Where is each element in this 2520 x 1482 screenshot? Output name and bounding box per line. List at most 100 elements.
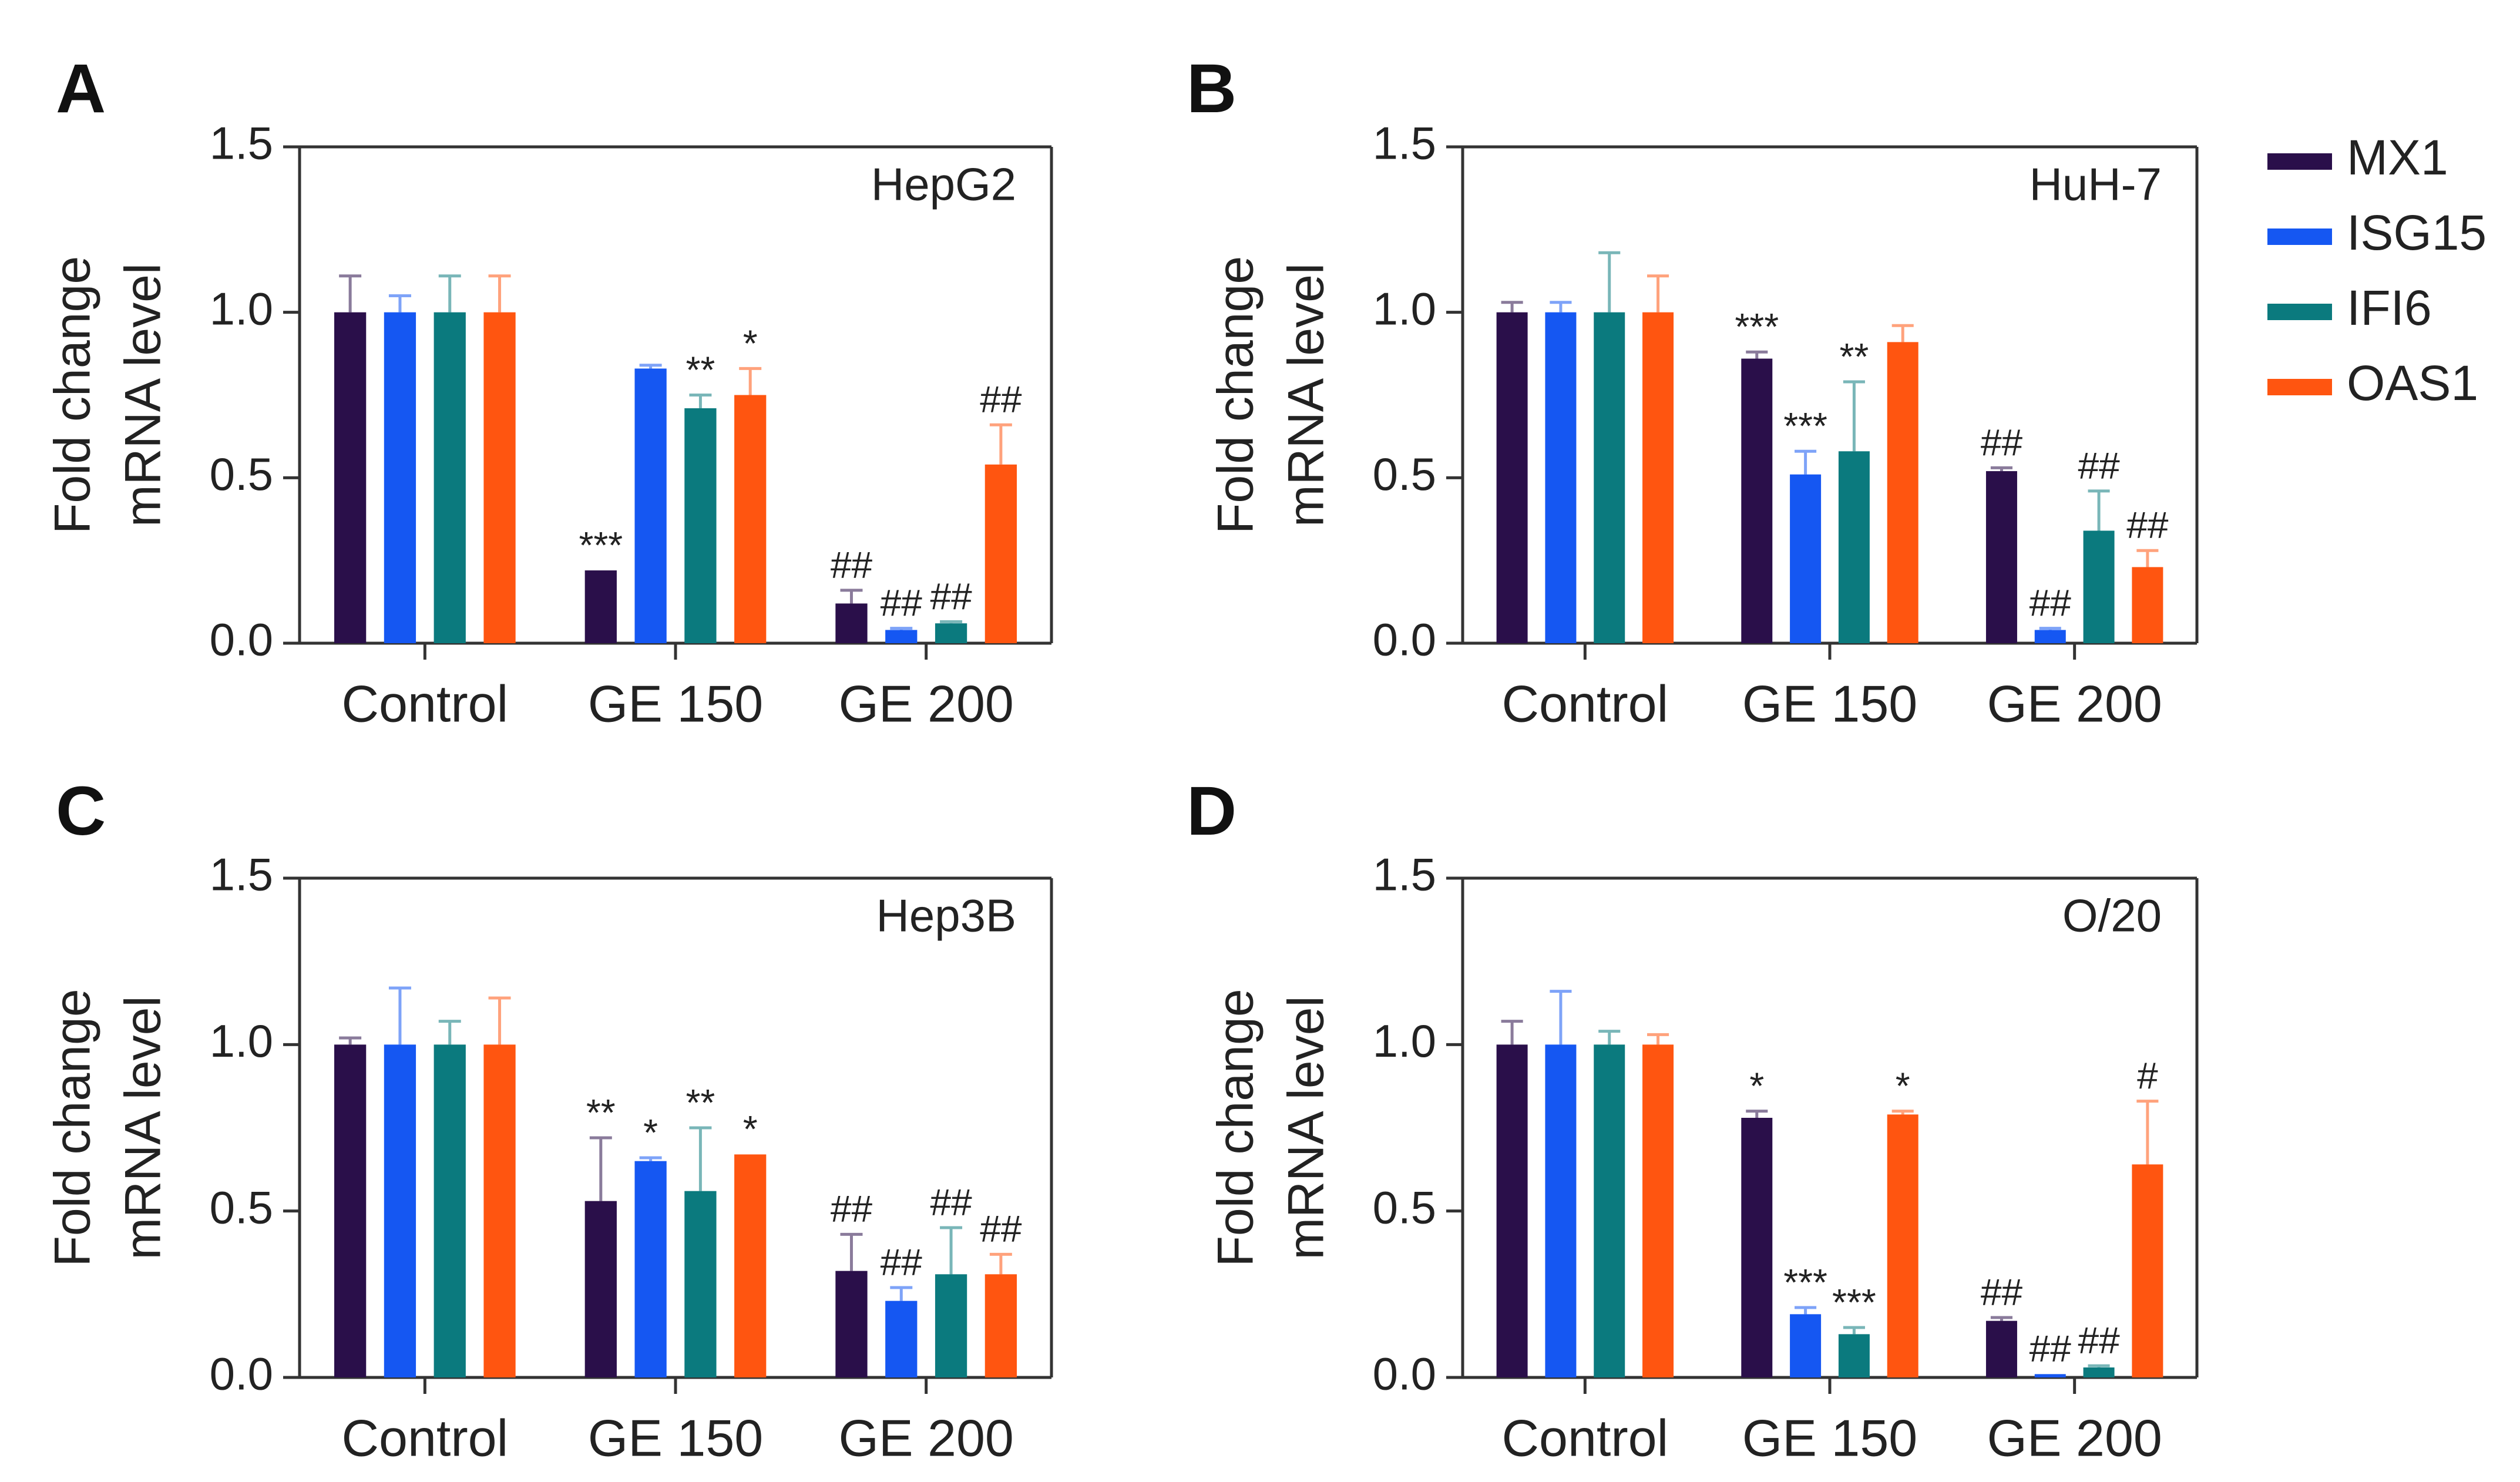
significance-label: ** <box>586 1091 616 1134</box>
bar-mx1-ge-200 <box>835 1271 868 1377</box>
x-category-label: GE 200 <box>838 674 1013 732</box>
significance-label: ## <box>1981 1271 2023 1313</box>
bar-ifi6-ge-200 <box>2083 530 2115 643</box>
panel-letter: C <box>56 772 106 850</box>
significance-label: ## <box>2078 1319 2120 1362</box>
x-category-label: Control <box>341 674 508 732</box>
legend: MX1 ISG15 IFI6 OAS1 <box>2267 130 2487 411</box>
bar-mx1-ge-200 <box>1985 1320 2017 1377</box>
bar-mx1-ge-200 <box>835 603 868 643</box>
y-tick-label: 1.5 <box>210 849 273 900</box>
x-category-label: GE 200 <box>1987 1409 2162 1467</box>
panel-d: D 0.0 0.5 1.0 1.5 Fold change mRNA level O/20 Co… <box>1187 772 2199 1467</box>
significance-label: ## <box>831 1188 873 1230</box>
bar-mx1-ge-150 <box>1741 358 1773 643</box>
bar-mx1-ge-150 <box>584 1201 617 1377</box>
bar-ifi6-control <box>1594 1044 1625 1377</box>
bar-mx1-control <box>1496 1044 1528 1377</box>
bar-isg15-control <box>1545 1044 1577 1377</box>
y-tick-label: 0.5 <box>1373 1181 1436 1233</box>
significance-label: ## <box>881 1241 923 1283</box>
significance-label: ** <box>686 1081 715 1124</box>
x-category-label: GE 150 <box>588 674 763 732</box>
significance-label: * <box>743 1108 758 1150</box>
bar-ifi6-ge-200 <box>935 623 967 643</box>
x-category-label: Control <box>1501 1409 1668 1467</box>
y-tick-label: 0.0 <box>1373 614 1436 666</box>
bar-oas1-control <box>1642 312 1674 643</box>
y-tick-label: 0.5 <box>1373 448 1436 500</box>
significance-label: *** <box>1832 1281 1876 1323</box>
y-tick-label: 0.5 <box>210 448 273 500</box>
bar-oas1-ge-150 <box>734 1154 767 1377</box>
x-category-label: GE 150 <box>588 1409 763 1467</box>
bar-ifi6-ge-150 <box>1838 1334 1870 1377</box>
y-tick-label: 0.0 <box>210 614 273 666</box>
legend-swatch-ifi6 <box>2267 304 2332 320</box>
y-axis-label: mRNA level <box>1278 263 1335 527</box>
bar-mx1-ge-200 <box>1985 471 2017 643</box>
significance-label: ** <box>686 348 715 391</box>
cell-line-label: HuH-7 <box>2030 159 2162 210</box>
bar-ifi6-ge-150 <box>1838 451 1870 643</box>
bar-oas1-ge-200 <box>2132 1164 2163 1377</box>
y-tick-label: 1.5 <box>210 117 273 169</box>
bar-oas1-control <box>483 312 516 643</box>
cell-line-label: Hep3B <box>876 890 1017 942</box>
x-category-label: GE 200 <box>838 1409 1013 1467</box>
legend-label-oas1: OAS1 <box>2347 355 2478 411</box>
legend-label-ifi6: IFI6 <box>2347 280 2432 335</box>
y-tick-label: 0.0 <box>1373 1348 1436 1400</box>
bar-oas1-ge-150 <box>1887 1114 1918 1377</box>
significance-label: ## <box>1981 421 2023 463</box>
x-category-label: GE 200 <box>1987 674 2162 732</box>
bar-ifi6-ge-150 <box>684 1191 717 1377</box>
significance-label: *** <box>579 524 623 566</box>
significance-label: *** <box>1735 305 1779 348</box>
bar-mx1-ge-150 <box>1741 1118 1773 1377</box>
legend-swatch-mx1 <box>2267 153 2332 170</box>
panel-c: C 0.0 0.5 1.0 1.5 Fold change mRNA level Hep3B C… <box>45 772 1053 1467</box>
y-tick-label: 1.0 <box>210 283 273 334</box>
significance-label: ## <box>930 1181 972 1224</box>
y-tick-label: 1.0 <box>1373 283 1436 334</box>
bar-isg15-ge-150 <box>1790 474 1822 643</box>
bar-ifi6-control <box>434 1044 466 1377</box>
significance-label: *** <box>1783 1261 1827 1303</box>
bar-oas1-control <box>483 1044 516 1377</box>
y-tick-label: 1.5 <box>1373 849 1436 900</box>
x-category-label: Control <box>341 1409 508 1467</box>
legend-label-isg15: ISG15 <box>2347 205 2487 260</box>
bar-isg15-ge-150 <box>1790 1314 1822 1377</box>
bar-oas1-control <box>1642 1044 1674 1377</box>
bar-oas1-ge-200 <box>2132 567 2163 643</box>
panel-letter: D <box>1187 772 1237 850</box>
significance-label: ** <box>1840 335 1869 378</box>
panel-letter: B <box>1187 50 1237 127</box>
bar-isg15-ge-150 <box>634 1161 667 1377</box>
y-tick-label: 0.0 <box>210 1348 273 1400</box>
cell-line-label: O/20 <box>2062 890 2162 942</box>
bar-ifi6-ge-200 <box>935 1274 967 1377</box>
panel-b: B 0.0 0.5 1.0 1.5 Fold change mRNA level HuH-7 C… <box>1187 50 2199 732</box>
significance-label: ## <box>831 544 873 586</box>
y-axis-label: Fold change <box>45 256 101 534</box>
significance-label: # <box>2137 1055 2158 1097</box>
cell-line-label: HepG2 <box>871 159 1016 210</box>
bar-ifi6-control <box>1594 312 1625 643</box>
y-axis-label: mRNA level <box>115 263 172 527</box>
significance-label: * <box>743 322 758 364</box>
bar-isg15-ge-200 <box>2034 630 2066 643</box>
x-category-label: GE 150 <box>1742 1409 1917 1467</box>
bar-isg15-ge-200 <box>885 1300 918 1377</box>
significance-label: ## <box>980 1208 1022 1250</box>
bar-ifi6-ge-200 <box>2083 1367 2115 1377</box>
y-tick-label: 1.5 <box>1373 117 1436 169</box>
bar-isg15-ge-200 <box>2034 1374 2066 1377</box>
legend-label-mx1: MX1 <box>2347 130 2448 185</box>
bar-mx1-control <box>334 1044 367 1377</box>
bar-isg15-ge-150 <box>634 368 667 643</box>
bar-isg15-control <box>384 312 416 643</box>
